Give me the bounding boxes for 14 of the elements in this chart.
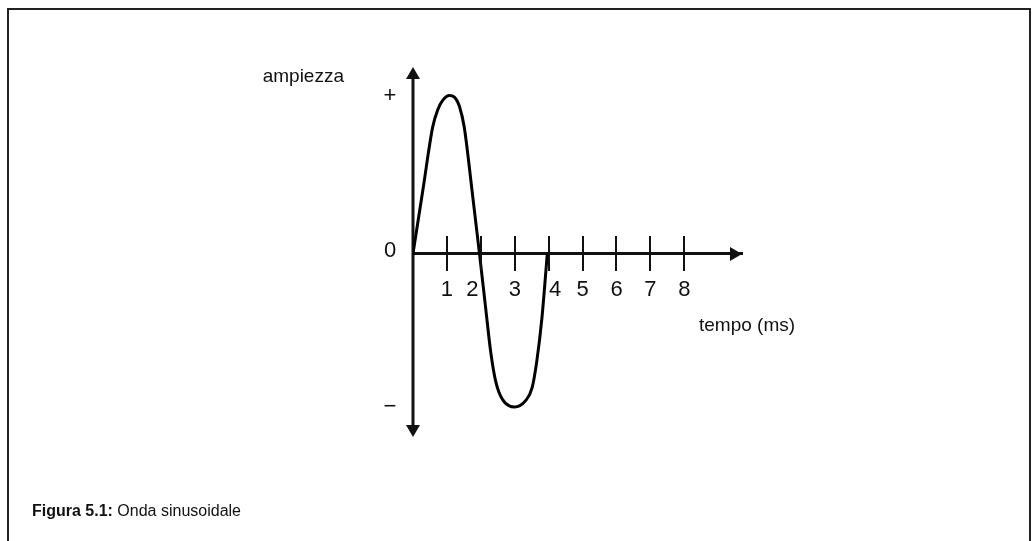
text: − bbox=[383, 393, 397, 419]
text: 0 bbox=[383, 237, 397, 263]
x-tick-label: 8 bbox=[678, 275, 691, 301]
x-tick-label: 2 bbox=[466, 275, 479, 301]
x-tick-label: 4 bbox=[548, 275, 562, 301]
text: Figura 5.1: Onda sinusoidale bbox=[32, 502, 241, 520]
x-tick-label: 1 bbox=[440, 275, 454, 301]
x-tick-label: 3 bbox=[508, 275, 521, 301]
text: + bbox=[383, 81, 397, 107]
x-axis-title: tempo (ms) bbox=[699, 313, 796, 335]
x-tick-label: 6 bbox=[610, 275, 623, 301]
x-tick-label: 7 bbox=[644, 275, 657, 301]
y-axis-title: ampiezza bbox=[262, 65, 345, 87]
x-tick-label: 5 bbox=[576, 275, 589, 301]
